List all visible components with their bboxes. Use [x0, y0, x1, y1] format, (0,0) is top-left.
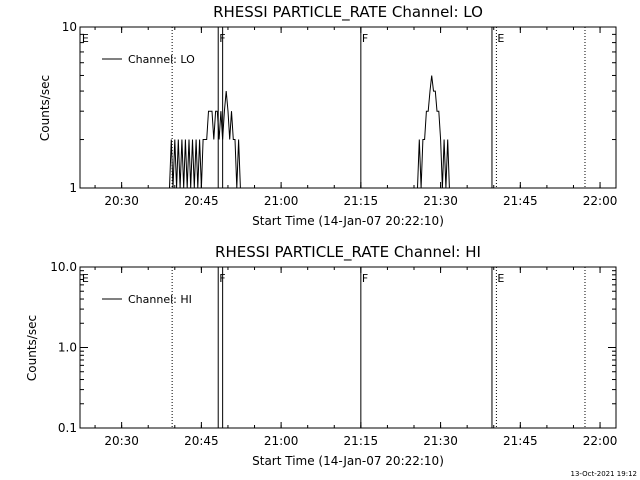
marker-label: F	[362, 272, 368, 285]
timestamp: 13-Oct-2021 19:12	[571, 470, 637, 478]
y-tick-label: 0.1	[58, 421, 77, 435]
legend: Channel: LO	[102, 53, 195, 66]
y-tick-label: 10.0	[50, 260, 77, 274]
axis-ticks: 20:30 20:45 21:00 21:15 21:30 21:45 22:00 1 10	[62, 20, 618, 208]
y-tick-label: 1.0	[58, 341, 77, 355]
x-tick-label: 21:45	[503, 434, 538, 448]
x-axis-label: Start Time (14-Jan-07 20:22:10)	[252, 454, 444, 468]
x-tick-label: 21:00	[264, 434, 299, 448]
marker-label: E	[82, 272, 89, 285]
y-axis-label: Counts/sec	[25, 315, 39, 381]
series-line	[417, 75, 450, 189]
chart-title: RHESSI PARTICLE_RATE Channel: LO	[213, 3, 483, 22]
marker-label: E	[82, 32, 89, 45]
x-tick-label: 21:30	[423, 434, 458, 448]
event-markers: EFFE	[82, 27, 586, 188]
y-axis-label: Counts/sec	[38, 75, 52, 141]
legend-label: Channel: LO	[128, 53, 195, 66]
marker-label: E	[497, 272, 504, 285]
chart-title: RHESSI PARTICLE_RATE Channel: HI	[215, 243, 481, 262]
x-tick-label: 21:15	[344, 434, 379, 448]
plot-area	[79, 26, 617, 189]
x-tick-label: 21:45	[503, 194, 538, 208]
x-tick-label: 21:00	[264, 194, 299, 208]
legend-label: Channel: HI	[128, 293, 192, 306]
x-tick-label: 21:15	[344, 194, 379, 208]
x-tick-label: 22:00	[583, 434, 618, 448]
x-tick-label: 20:30	[104, 194, 139, 208]
series-line	[169, 91, 243, 189]
panel-lo: RHESSI PARTICLE_RATE Channel: LO EFFE 20…	[38, 3, 617, 228]
plot-area	[79, 266, 617, 429]
axis-ticks: 20:30 20:45 21:00 21:15 21:30 21:45 22:00 0.1 1.…	[50, 260, 617, 448]
x-tick-label: 20:45	[184, 434, 219, 448]
event-markers: EFFE	[82, 267, 586, 428]
x-tick-label: 22:00	[583, 194, 618, 208]
y-tick-label: 10	[62, 20, 77, 34]
series-group	[169, 75, 450, 189]
marker-label: E	[497, 32, 504, 45]
x-tick-label: 20:30	[104, 434, 139, 448]
panel-hi: RHESSI PARTICLE_RATE Channel: HI EFFE 20…	[25, 243, 617, 468]
x-tick-label: 21:30	[423, 194, 458, 208]
marker-label: F	[362, 32, 368, 45]
x-axis-label: Start Time (14-Jan-07 20:22:10)	[252, 214, 444, 228]
legend: Channel: HI	[102, 293, 192, 306]
x-tick-label: 20:45	[184, 194, 219, 208]
y-tick-label: 1	[69, 181, 77, 195]
